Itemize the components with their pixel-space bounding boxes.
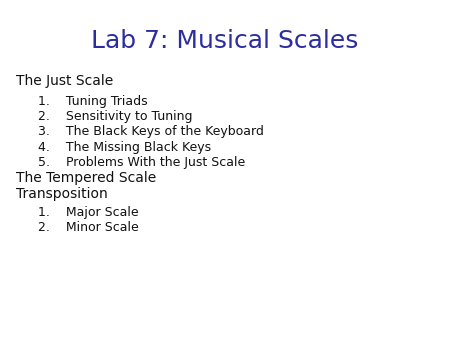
Text: The Just Scale: The Just Scale [16, 74, 113, 88]
Text: 5.    Problems With the Just Scale: 5. Problems With the Just Scale [38, 156, 246, 169]
Text: 4.    The Missing Black Keys: 4. The Missing Black Keys [38, 141, 211, 153]
Text: 1.    Tuning Triads: 1. Tuning Triads [38, 95, 148, 108]
Text: 3.    The Black Keys of the Keyboard: 3. The Black Keys of the Keyboard [38, 125, 264, 138]
Text: Lab 7: Musical Scales: Lab 7: Musical Scales [91, 28, 359, 53]
Text: Transposition: Transposition [16, 187, 108, 201]
Text: 1.    Major Scale: 1. Major Scale [38, 206, 139, 219]
Text: The Tempered Scale: The Tempered Scale [16, 171, 156, 186]
Text: 2.    Minor Scale: 2. Minor Scale [38, 221, 139, 234]
Text: 2.    Sensitivity to Tuning: 2. Sensitivity to Tuning [38, 110, 193, 123]
